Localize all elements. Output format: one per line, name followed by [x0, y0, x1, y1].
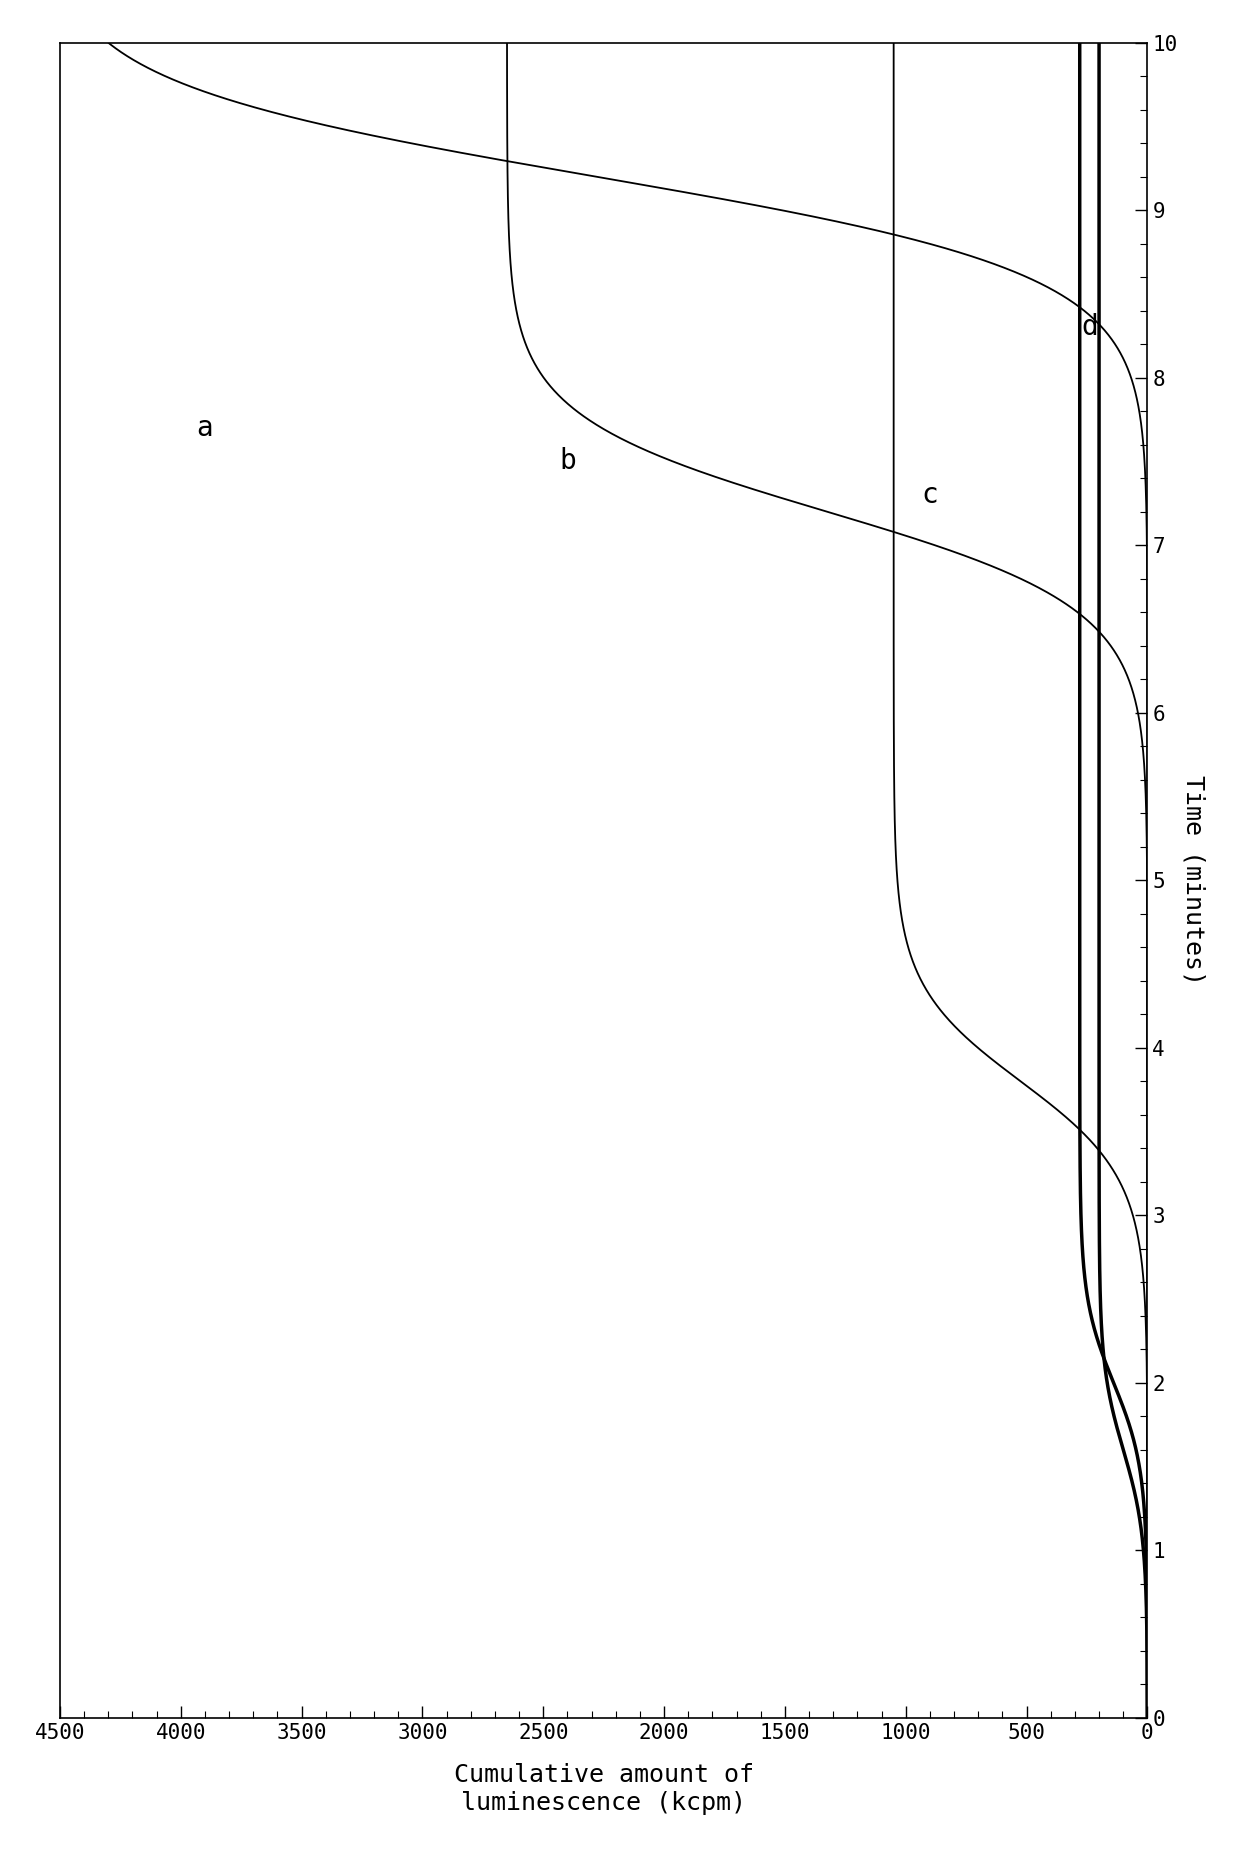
Y-axis label: Time (minutes): Time (minutes)	[1182, 775, 1205, 986]
Text: c: c	[921, 481, 939, 509]
X-axis label: Cumulative amount of
luminescence (kcpm): Cumulative amount of luminescence (kcpm)	[454, 1763, 754, 1815]
Text: a: a	[197, 414, 213, 442]
Text: b: b	[559, 448, 575, 475]
Text: d: d	[1081, 313, 1097, 342]
